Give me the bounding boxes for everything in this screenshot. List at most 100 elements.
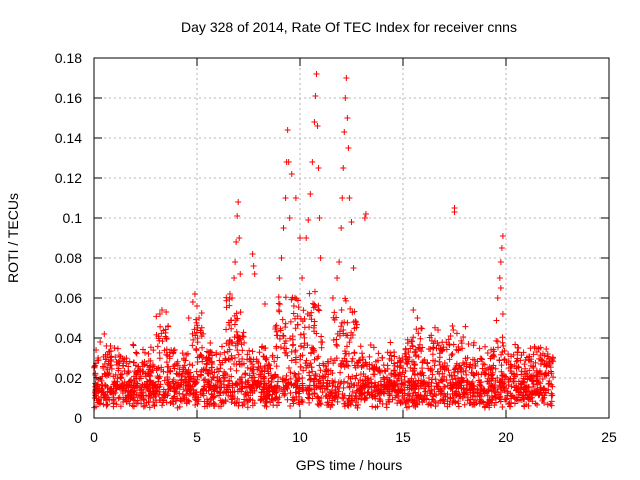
data-point (405, 378, 412, 385)
data-point (511, 400, 518, 407)
data-point (233, 328, 240, 335)
data-point (311, 288, 318, 295)
data-point (447, 333, 454, 340)
chart-title: Day 328 of 2014, Rate Of TEC Index for r… (181, 19, 517, 35)
data-point (244, 404, 251, 411)
data-point (338, 323, 345, 330)
data-point (390, 367, 397, 374)
data-point (341, 403, 348, 410)
data-point (488, 365, 495, 372)
data-point (276, 335, 283, 342)
data-point (219, 343, 226, 350)
data-point (450, 369, 457, 376)
data-point (429, 376, 436, 383)
data-point (182, 373, 189, 380)
data-point (193, 316, 200, 323)
data-point (311, 318, 318, 325)
data-point (145, 399, 152, 406)
data-point (336, 328, 343, 335)
data-point (306, 377, 313, 384)
data-point (210, 373, 217, 380)
data-point (193, 346, 200, 353)
data-point (285, 364, 292, 371)
data-point (332, 389, 339, 396)
data-point (174, 362, 181, 369)
data-point (119, 355, 126, 362)
data-point (107, 362, 114, 369)
data-point (344, 115, 351, 121)
data-point (267, 383, 274, 390)
data-points (91, 71, 557, 411)
data-point (116, 385, 123, 392)
data-point (107, 388, 114, 395)
data-point (194, 339, 201, 346)
data-point (393, 377, 400, 384)
data-point (395, 372, 402, 379)
data-point (371, 371, 378, 378)
data-point (526, 353, 533, 360)
data-point (147, 357, 154, 364)
data-point (229, 340, 236, 347)
data-point (475, 377, 482, 384)
data-point (527, 362, 534, 369)
data-point (493, 337, 500, 344)
data-point (412, 348, 419, 355)
data-point (333, 336, 340, 343)
data-point (111, 381, 118, 388)
data-point (302, 360, 309, 367)
data-point (278, 255, 285, 261)
data-point (226, 296, 233, 303)
data-point (336, 384, 343, 391)
x-tick-label: 25 (601, 429, 617, 445)
data-point (277, 344, 284, 351)
data-point (200, 387, 207, 394)
y-tick-label: 0.08 (55, 250, 82, 266)
data-point (237, 376, 244, 383)
data-point (239, 402, 246, 409)
data-point (163, 309, 170, 315)
data-point (246, 372, 253, 379)
data-point (116, 360, 123, 367)
data-point (205, 355, 212, 362)
data-point (289, 336, 296, 343)
data-point (489, 397, 496, 404)
data-point (535, 388, 542, 395)
data-point (199, 344, 206, 351)
data-point (307, 350, 314, 357)
data-point (509, 392, 516, 399)
data-point (254, 358, 261, 365)
data-point (293, 295, 300, 302)
data-point (420, 372, 427, 379)
data-point (522, 385, 529, 392)
data-point (315, 165, 322, 171)
data-point (149, 367, 156, 374)
data-point (130, 394, 137, 401)
data-point (185, 376, 192, 383)
data-point (318, 333, 325, 340)
data-point (463, 379, 470, 386)
data-point (460, 333, 467, 340)
data-point (398, 377, 405, 384)
data-point (527, 345, 534, 352)
data-point (330, 337, 337, 344)
data-point (120, 398, 127, 405)
data-point (160, 368, 167, 375)
data-point (152, 390, 159, 397)
data-point (163, 359, 170, 366)
data-point (323, 380, 330, 387)
data-point (372, 404, 379, 411)
data-point (210, 393, 217, 400)
data-point (436, 358, 443, 365)
data-point (202, 376, 209, 383)
data-point (273, 363, 280, 370)
data-point (261, 345, 268, 352)
x-axis-label: GPS time / hours (296, 457, 403, 473)
data-point (419, 359, 426, 366)
data-point (163, 399, 170, 406)
data-point (319, 372, 326, 379)
data-point (339, 195, 346, 201)
data-point (272, 324, 279, 331)
data-point (161, 391, 168, 398)
data-point (338, 306, 345, 313)
data-point (449, 376, 456, 383)
